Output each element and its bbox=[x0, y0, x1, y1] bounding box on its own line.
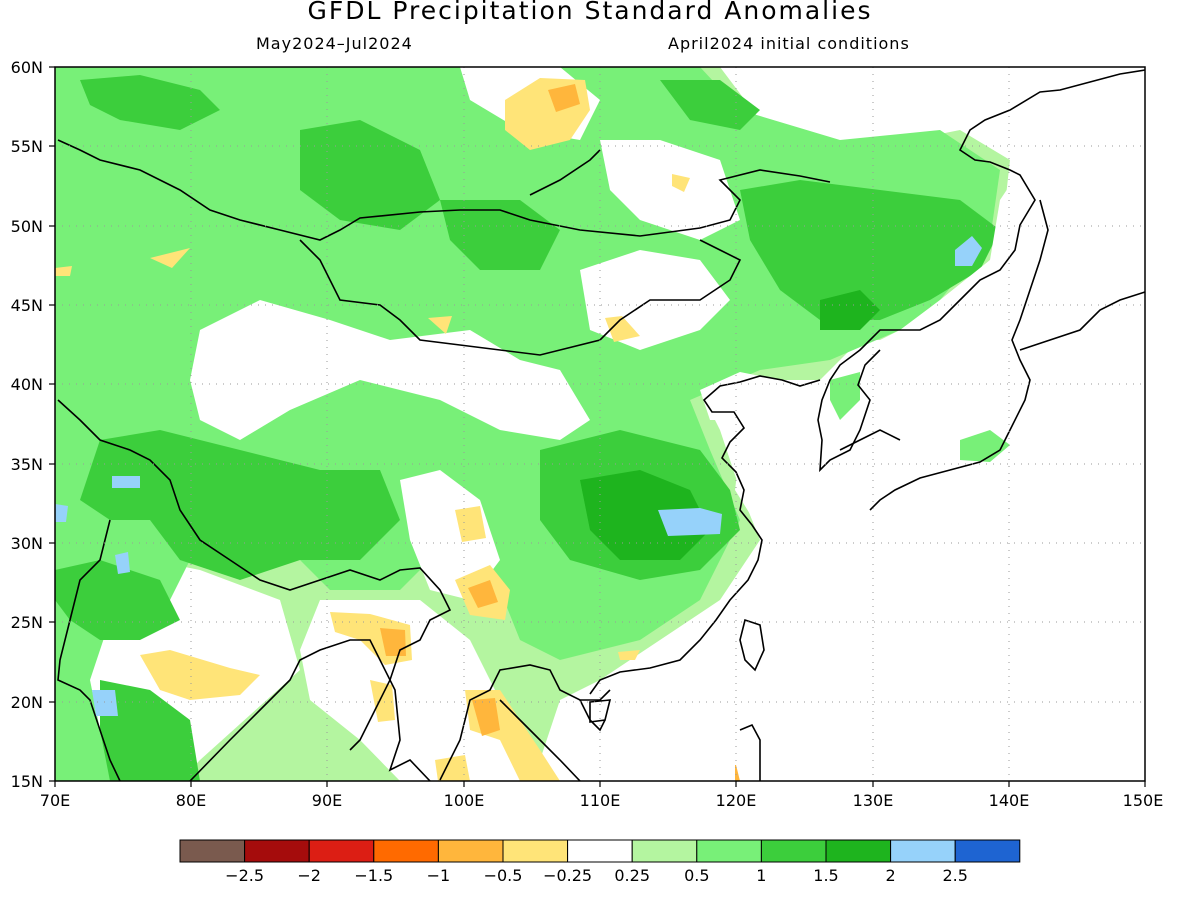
color-bar-swatch bbox=[373, 839, 439, 863]
anomaly-region-yellow bbox=[435, 755, 470, 781]
anomaly-region-dark-green bbox=[55, 560, 180, 640]
anomaly-region-dark-green bbox=[740, 180, 1000, 320]
anomaly-region-orange bbox=[472, 698, 500, 736]
color-bar-swatch bbox=[502, 839, 569, 863]
color-bar-label: −2.5 bbox=[225, 866, 264, 885]
color-bar-swatch bbox=[954, 839, 1021, 863]
lon-label: 110E bbox=[580, 791, 621, 810]
anomaly-field bbox=[55, 67, 1145, 781]
anomaly-region-yellow bbox=[672, 174, 690, 192]
anomaly-region-neutral bbox=[300, 600, 520, 781]
lat-label: 35N bbox=[11, 455, 43, 474]
anomaly-region-light-blue bbox=[955, 236, 982, 266]
chart-title: GFDL Precipitation Standard Anomalies bbox=[307, 0, 873, 25]
lon-label: 70E bbox=[40, 791, 70, 810]
anomaly-region-yellow bbox=[455, 506, 486, 542]
lon-label: 120E bbox=[716, 791, 757, 810]
lat-label: 50N bbox=[11, 217, 43, 236]
color-bar-swatch bbox=[308, 839, 375, 863]
lat-label: 30N bbox=[11, 534, 43, 553]
lat-label: 45N bbox=[11, 296, 43, 315]
lat-label: 20N bbox=[11, 693, 43, 712]
anomaly-region-yellow bbox=[150, 248, 190, 268]
color-bar-swatch bbox=[244, 839, 310, 863]
lat-label: 25N bbox=[11, 613, 43, 632]
anomaly-region-darkest-green bbox=[820, 290, 880, 330]
color-bar-label: 1.5 bbox=[813, 866, 838, 885]
anomaly-region-dark-green bbox=[440, 200, 560, 270]
color-bar-label: −0.25 bbox=[543, 866, 592, 885]
anomaly-region-neutral bbox=[600, 140, 740, 240]
anomaly-region-yellow bbox=[428, 316, 452, 334]
color-bar: −2.5 −2 −1.5 −1 −0.5 −0.25 0.25 0.5 1 1.5 2 2.5 bbox=[179, 839, 1021, 885]
lon-label: 130E bbox=[853, 791, 894, 810]
lon-label: 140E bbox=[989, 791, 1030, 810]
anomaly-region-neutral bbox=[190, 300, 590, 440]
coastlines bbox=[57, 69, 1145, 781]
anomaly-region-dark-green bbox=[100, 680, 200, 781]
anomaly-region-dark-green bbox=[80, 430, 400, 580]
color-bar-swatch bbox=[437, 839, 504, 863]
color-bar-label: 0.5 bbox=[684, 866, 709, 885]
anomaly-region-yellow bbox=[140, 650, 260, 700]
latitude-labels: 60N 55N 50N 45N 40N 35N 30N 25N 20N 15N bbox=[11, 58, 43, 791]
color-bar-swatch bbox=[179, 839, 246, 863]
color-bar-label: −0.5 bbox=[484, 866, 523, 885]
color-bar-label: 1 bbox=[756, 866, 766, 885]
anomaly-region-dark-green bbox=[660, 80, 760, 130]
lat-label: 15N bbox=[11, 772, 43, 791]
anomaly-region-yellow bbox=[370, 680, 395, 722]
color-bar-label: 2.5 bbox=[942, 866, 967, 885]
anomaly-region-neutral bbox=[400, 470, 500, 600]
graticule bbox=[55, 67, 1145, 781]
initial-conditions: April2024 initial conditions bbox=[668, 34, 910, 53]
color-bar-label: 0.25 bbox=[614, 866, 650, 885]
lon-label: 100E bbox=[444, 791, 485, 810]
anomaly-region-orange bbox=[468, 580, 498, 608]
color-bar-swatch bbox=[890, 839, 956, 863]
lon-label: 80E bbox=[176, 791, 206, 810]
lon-label: 90E bbox=[312, 791, 342, 810]
anomaly-region-light-blue bbox=[658, 508, 722, 536]
lon-label: 150E bbox=[1123, 791, 1164, 810]
anomaly-region-yellow bbox=[618, 650, 640, 660]
anomaly-region-dark-green bbox=[80, 75, 220, 130]
color-bar-swatch bbox=[825, 839, 892, 863]
color-bar-label: −1 bbox=[427, 866, 451, 885]
anomaly-region-darkest-green bbox=[580, 470, 710, 560]
color-bar-swatch bbox=[567, 839, 633, 863]
color-bar-swatch bbox=[760, 839, 827, 863]
color-bar-swatch bbox=[696, 839, 762, 863]
color-bar-label: 2 bbox=[886, 866, 896, 885]
anomaly-region-light-blue bbox=[115, 552, 130, 574]
axis-ticks bbox=[49, 66, 1146, 787]
color-bar-label: −1.5 bbox=[354, 866, 393, 885]
color-bar-label: −2 bbox=[297, 866, 321, 885]
anomaly-region-yellow bbox=[605, 316, 640, 342]
anomaly-region-orange bbox=[548, 84, 580, 112]
anomaly-region-light-blue bbox=[92, 690, 118, 716]
anomaly-region-yellow bbox=[55, 266, 72, 276]
anomaly-region-orange bbox=[380, 628, 406, 656]
lat-label: 55N bbox=[11, 137, 43, 156]
ocean-mask bbox=[700, 67, 1145, 781]
anomaly-region-light-blue bbox=[112, 476, 140, 488]
color-bar-swatch bbox=[631, 839, 698, 863]
anomaly-region-dark-green bbox=[300, 120, 440, 230]
anomaly-region-green bbox=[960, 430, 1010, 462]
forecast-period: May2024–Jul2024 bbox=[256, 34, 413, 53]
longitude-labels: 70E 80E 90E 100E 110E 120E 130E 140E 150… bbox=[40, 791, 1164, 810]
lat-label: 60N bbox=[11, 58, 43, 77]
lat-label: 40N bbox=[11, 375, 43, 394]
anomaly-region-green bbox=[830, 372, 860, 420]
anomaly-region-light-blue bbox=[55, 504, 68, 522]
